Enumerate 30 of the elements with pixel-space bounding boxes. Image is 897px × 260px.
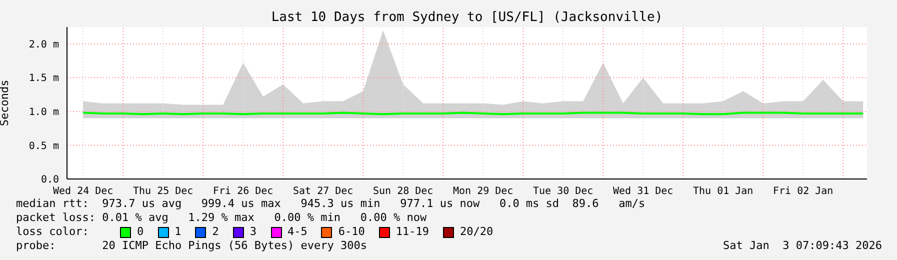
text: probe: 20 ICMP Echo Pings (56 Bytes) every 300s [16,239,367,253]
legend-label: 6-10 [338,225,365,239]
legend-title: loss color: [16,225,90,239]
x-tick-label: Wed 24 Dec [53,186,114,198]
y-tick-label: 1.0 m [28,106,59,118]
x-tick-label: Fri 26 Dec [213,186,274,198]
x-tick-label: Tue 30 Dec [533,186,594,198]
x-tick-label: Wed 31 Dec [613,186,674,198]
x-tick-label: Mon 29 Dec [453,186,514,198]
x-tick-label: Sun 28 Dec [373,186,434,198]
legend-label: 0 [137,225,144,239]
y-tick-label: 0.0 [40,174,59,186]
legend-label: 4-5 [288,225,308,239]
y-tick-label: 1.5 m [28,73,59,84]
legend-label: 2 [212,225,219,239]
legend-label: 11-19 [396,225,429,239]
chart-title: Last 10 Days from Sydney to [US/FL] (Jacksonville) [270,10,664,25]
legend-label: 1 [174,225,182,239]
x-tick-label: Thu 01 Jan [693,186,754,198]
text: packet loss: 0.01 % avg 1.29 % max 0.00 % min 0.00 % now [16,211,428,225]
y-axis-title: Seconds [0,80,11,126]
legend-label: 3 [250,225,256,239]
x-tick-label: Fri 02 Jan [773,186,834,198]
y-tick-label: 2.0 m [28,39,59,50]
x-tick-label: Thu 25 Dec [133,186,194,198]
legend-label: 20/20 [460,225,494,239]
x-tick-label: Sat 27 Dec [293,186,354,198]
text: Sat Jan 3 07:09:43 2026 [723,239,882,253]
y-tick-label: 0.5 m [28,140,59,152]
text: median rtt: 973.7 us avg 999.4 us max 945.3 us min 977.1 us now 0.0 ms sd 89.6 am/s [16,197,646,211]
